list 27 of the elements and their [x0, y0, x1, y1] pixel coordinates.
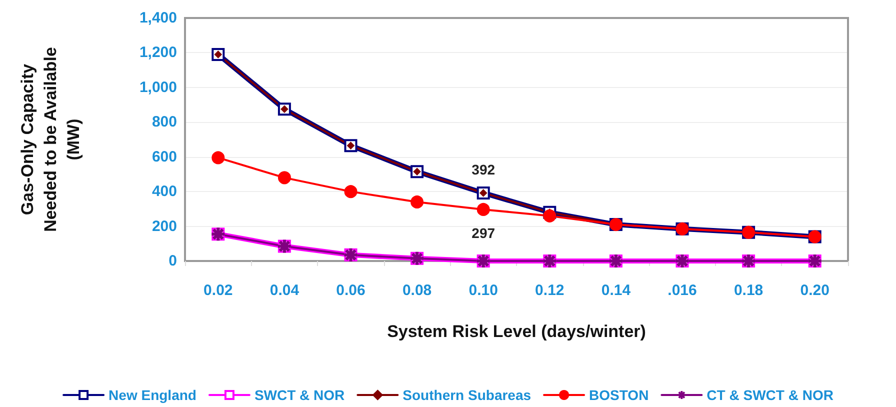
y-tick-label: 1,200: [139, 44, 177, 62]
y-tick-label: 1,000: [139, 78, 177, 96]
x-tick-label: 0.12: [535, 282, 564, 299]
x-tick-label: 0.02: [204, 282, 233, 299]
y-tick-label: 400: [152, 183, 177, 200]
data-label: 392: [472, 161, 496, 178]
y-tick-label: 800: [152, 114, 177, 131]
y-tick-label: 0: [168, 252, 177, 270]
y-tick-label: 1,400: [139, 10, 177, 26]
legend-label: CT & SWCT & NOR: [706, 387, 834, 403]
x-tick-label: 0.08: [402, 282, 432, 299]
y-tick-label: 200: [152, 218, 177, 235]
legend-label: BOSTON: [589, 387, 649, 403]
x-tick-label: 0.14: [601, 282, 632, 299]
data-label: 297: [472, 224, 496, 241]
x-tick-label: 0.04: [270, 282, 300, 299]
legend-label: SWCT & NOR: [254, 387, 345, 403]
x-tick-label: .016: [668, 282, 697, 299]
y-axis-title: Gas-Only Capacity Needed to be Available (MW): [18, 47, 83, 232]
x-tick-label: 0.06: [336, 282, 366, 299]
legend-label: Southern Subareas: [402, 387, 532, 403]
x-tick-label: 0.20: [800, 282, 830, 299]
legend-label: New England: [108, 387, 196, 403]
x-tick-label: 0.18: [734, 282, 764, 299]
x-axis-title: System Risk Level (days/winter): [387, 322, 646, 341]
x-tick-label: 0.10: [468, 282, 498, 299]
y-tick-label: 600: [152, 148, 177, 166]
